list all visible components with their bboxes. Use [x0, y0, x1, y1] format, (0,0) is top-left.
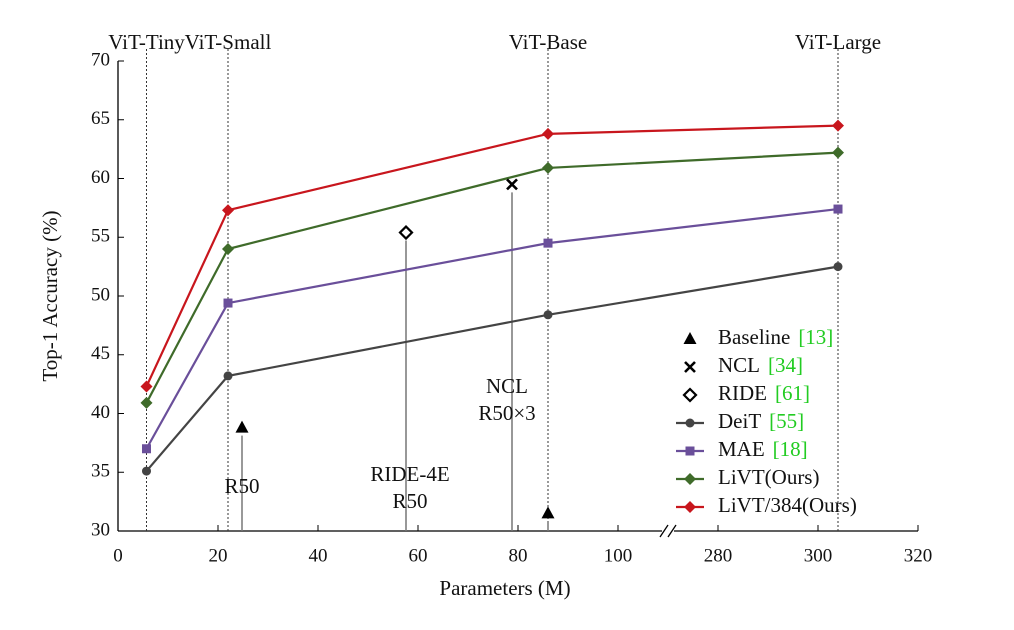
legend-label: NCL [34]	[718, 353, 803, 377]
axis-break	[667, 524, 677, 538]
legend-marker	[682, 387, 698, 403]
y-tick-label: 65	[91, 108, 110, 129]
legend-label: DeiT [55]	[718, 409, 804, 433]
x-tick-label: 40	[309, 545, 328, 566]
legend-name: NCL	[718, 353, 760, 377]
y-tick-label: 30	[91, 519, 110, 540]
axis-break-gap	[662, 523, 674, 539]
y-tick-label: 50	[91, 284, 110, 305]
legend-name: Baseline	[718, 325, 790, 349]
x-tick-label: 20	[209, 545, 228, 566]
model-label: ViT-Small	[185, 30, 272, 54]
annotation: R50×3	[478, 401, 535, 425]
y-axis-label: Top-1 Accuracy (%)	[38, 210, 62, 381]
legend-name: LiVT/384(Ours)	[718, 493, 857, 517]
model-label: ViT-Tiny	[108, 30, 185, 54]
point	[833, 262, 843, 272]
point	[833, 204, 843, 214]
legend-label: LiVT(Ours)	[718, 465, 819, 489]
point	[140, 396, 153, 409]
legend-ref: [13]	[798, 325, 833, 349]
legend-ref: [18]	[773, 437, 808, 461]
legend-label: RIDE [61]	[718, 381, 810, 405]
legend-ref: [61]	[775, 381, 810, 405]
point	[541, 506, 555, 519]
point	[140, 380, 153, 393]
point	[398, 224, 414, 241]
x-tick-label: 80	[509, 545, 528, 566]
x-tick-label: 320	[904, 545, 933, 566]
point	[832, 119, 844, 132]
annotation: RIDE-4E	[370, 462, 449, 486]
point	[506, 178, 518, 191]
x-tick-label: 100	[604, 545, 633, 566]
y-tick-label: 40	[91, 402, 110, 423]
legend-marker	[685, 418, 695, 428]
point	[543, 238, 553, 248]
legend-marker	[685, 446, 695, 456]
legend-marker	[684, 473, 696, 485]
series-line	[145, 265, 839, 472]
legend-ref: [34]	[768, 353, 803, 377]
annotation: NCL	[486, 374, 528, 398]
legend-label: LiVT/384(Ours)	[718, 493, 857, 517]
point	[543, 310, 553, 320]
legend-label: Baseline [13]	[718, 325, 833, 349]
legend-name: RIDE	[718, 381, 767, 405]
point	[222, 204, 234, 217]
annotation: R50	[392, 489, 427, 513]
point	[235, 420, 249, 433]
y-tick-label: 35	[91, 461, 110, 482]
y-tick-label: 60	[91, 167, 110, 188]
point	[142, 466, 151, 476]
y-tick-label: 45	[91, 343, 110, 364]
x-tick-label: 280	[704, 545, 733, 566]
series-line	[145, 124, 839, 387]
series-line	[145, 207, 839, 450]
x-tick-label: 60	[409, 545, 428, 566]
legend-name: MAE	[718, 437, 765, 461]
legend-name: DeiT	[718, 409, 761, 433]
point	[142, 444, 151, 454]
legend-marker	[684, 361, 696, 373]
legend-label: MAE [18]	[718, 437, 808, 461]
model-label: ViT-Base	[509, 30, 587, 54]
x-axis-label: Parameters (M)	[439, 576, 570, 600]
point	[542, 127, 554, 140]
x-tick-label: 300	[804, 545, 833, 566]
x-tick-label: 0	[113, 545, 123, 566]
point	[222, 243, 234, 255]
legend-ref: [55]	[769, 409, 804, 433]
model-label: ViT-Large	[795, 30, 881, 54]
legend-marker	[684, 501, 696, 513]
legend-marker	[683, 332, 697, 344]
point	[542, 161, 554, 174]
annotation: R50	[224, 474, 259, 498]
y-tick-label: 55	[91, 226, 110, 247]
series-line	[145, 151, 839, 404]
point	[832, 146, 844, 159]
axis-break	[659, 524, 669, 538]
legend-name: LiVT(Ours)	[718, 465, 819, 489]
point	[223, 371, 233, 381]
point	[223, 298, 233, 308]
y-tick-label: 70	[91, 49, 110, 70]
